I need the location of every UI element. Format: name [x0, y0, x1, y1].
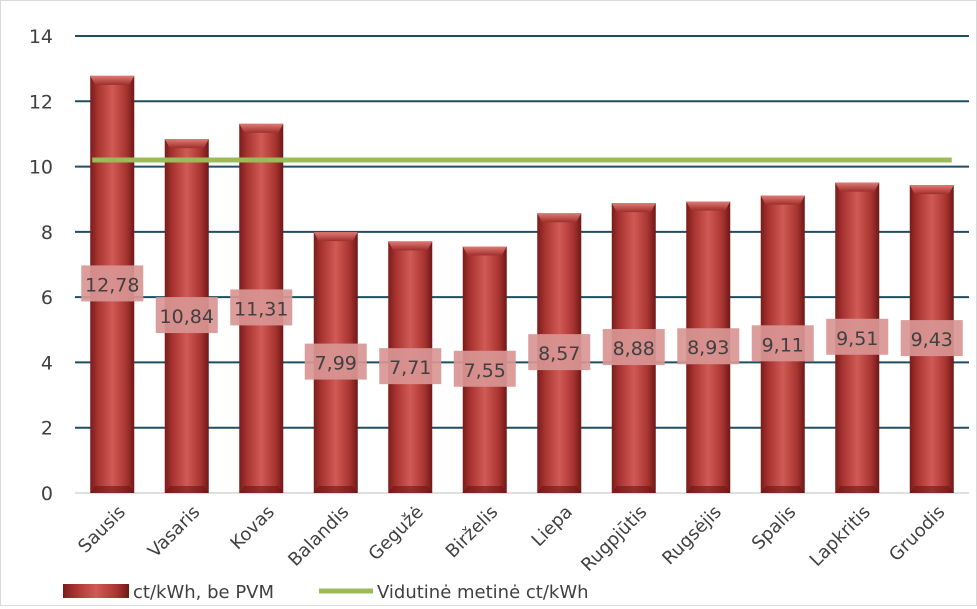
bar-top-bevel	[760, 195, 805, 205]
gridlines	[75, 35, 969, 494]
legend-label: ct/kWh, be PVM	[133, 582, 274, 603]
bar-top-bevel	[388, 241, 433, 251]
y-tick-label: 12	[29, 91, 53, 113]
data-label: 10,84	[155, 297, 218, 334]
data-label: 9,51	[826, 318, 889, 355]
bar-bottom-bevel	[90, 486, 135, 493]
x-tick-label: Spalis	[748, 502, 801, 555]
data-label-box	[230, 289, 293, 326]
data-label: 9,43	[900, 320, 963, 357]
data-label-text: 10,84	[160, 306, 214, 328]
y-axis-ticks: 0 2 4 6 8 10 12 14	[29, 26, 53, 505]
bar-top-bevel	[835, 182, 880, 192]
x-tick-label: Gegužė	[365, 502, 428, 565]
bar-bottom-bevel	[164, 486, 209, 493]
data-label-text: 8,93	[687, 337, 729, 359]
data-label-box	[602, 329, 665, 366]
y-tick-label: 14	[29, 26, 53, 48]
x-tick-label: Birželis	[442, 502, 503, 563]
x-tick-label: Gruodis	[885, 502, 949, 566]
data-label: 8,57	[528, 334, 591, 371]
bar-bottom-bevel	[760, 486, 805, 493]
bar-bottom-bevel	[239, 486, 284, 493]
y-tick-label: 8	[41, 222, 53, 244]
x-tick-label: Rugsėjis	[658, 502, 725, 569]
bar-top-bevel	[313, 232, 358, 242]
data-label: 9,11	[751, 325, 814, 362]
legend: ct/kWh, be PVM Vidutinė metinė ct/kWh	[63, 582, 589, 603]
bar-top-bevel	[239, 123, 284, 133]
legend-label: Vidutinė metinė ct/kWh	[377, 582, 589, 603]
data-labels: 12,78 10,84 11,31 7,99 7,71 7,55 8,57 8,88 8,93 9…	[81, 265, 963, 387]
legend-item-average: Vidutinė metinė ct/kWh	[319, 582, 589, 603]
data-label-text: 9,11	[762, 334, 804, 356]
data-label: 8,88	[602, 329, 665, 366]
data-label-text: 12,78	[85, 274, 139, 296]
data-label-box	[155, 297, 218, 334]
bar-bottom-bevel	[835, 486, 880, 493]
data-label: 7,55	[453, 350, 516, 387]
data-label-box	[81, 265, 144, 302]
data-label: 12,78	[81, 265, 144, 302]
bar-top-bevel	[164, 139, 209, 149]
y-tick-label: 2	[41, 418, 53, 440]
x-tick-label: Balandis	[284, 502, 353, 571]
legend-item-bars: ct/kWh, be PVM	[63, 582, 274, 603]
data-label-box	[751, 325, 814, 362]
x-tick-label: Rugpjūtis	[577, 502, 651, 576]
data-label-box	[453, 350, 516, 387]
bar-bottom-bevel	[611, 486, 656, 493]
y-tick-label: 0	[41, 483, 53, 505]
data-label-text: 7,99	[315, 353, 357, 375]
y-tick-label: 10	[29, 157, 53, 179]
x-tick-label: Lapkritis	[806, 502, 875, 571]
data-label-box	[826, 318, 889, 355]
data-label: 7,99	[304, 343, 367, 380]
bar-top-bevel	[90, 75, 135, 85]
bar-top-bevel	[909, 185, 954, 195]
data-label-text: 8,88	[613, 338, 655, 360]
x-tick-label: Vasaris	[144, 502, 204, 562]
bar-top-bevel	[686, 201, 731, 211]
data-label-text: 7,71	[389, 357, 431, 379]
x-tick-label: Kovas	[226, 502, 278, 554]
y-tick-label: 4	[41, 352, 53, 374]
data-label-box	[304, 343, 367, 380]
bar-top-bevel	[537, 213, 582, 223]
data-label: 7,71	[379, 348, 442, 385]
x-axis-ticks: Sausis Vasaris Kovas Balandis Gegužė Birželis…	[74, 502, 949, 576]
data-label-text: 8,57	[538, 343, 580, 365]
data-label: 8,93	[677, 328, 740, 365]
data-label-box	[677, 328, 740, 365]
legend-swatch-bar	[63, 584, 129, 598]
bar-top-bevel	[611, 203, 656, 213]
x-tick-label: Liepa	[528, 502, 577, 551]
data-label-box	[528, 334, 591, 371]
data-label-box	[379, 348, 442, 385]
bars	[90, 75, 954, 494]
bar-bottom-bevel	[462, 486, 507, 493]
x-tick-label: Sausis	[74, 502, 130, 558]
data-label-box	[900, 320, 963, 357]
data-label-text: 9,43	[911, 329, 953, 351]
y-tick-label: 6	[41, 287, 53, 309]
bar-bottom-bevel	[537, 486, 582, 493]
data-label-text: 7,55	[464, 360, 506, 382]
bar-bottom-bevel	[686, 486, 731, 493]
bar-bottom-bevel	[388, 486, 433, 493]
data-label-text: 11,31	[234, 298, 288, 320]
bar-top-bevel	[462, 246, 507, 256]
data-label-text: 9,51	[836, 328, 878, 350]
data-label: 11,31	[230, 289, 293, 326]
bar-bottom-bevel	[909, 486, 954, 493]
bar-bottom-bevel	[313, 486, 358, 493]
